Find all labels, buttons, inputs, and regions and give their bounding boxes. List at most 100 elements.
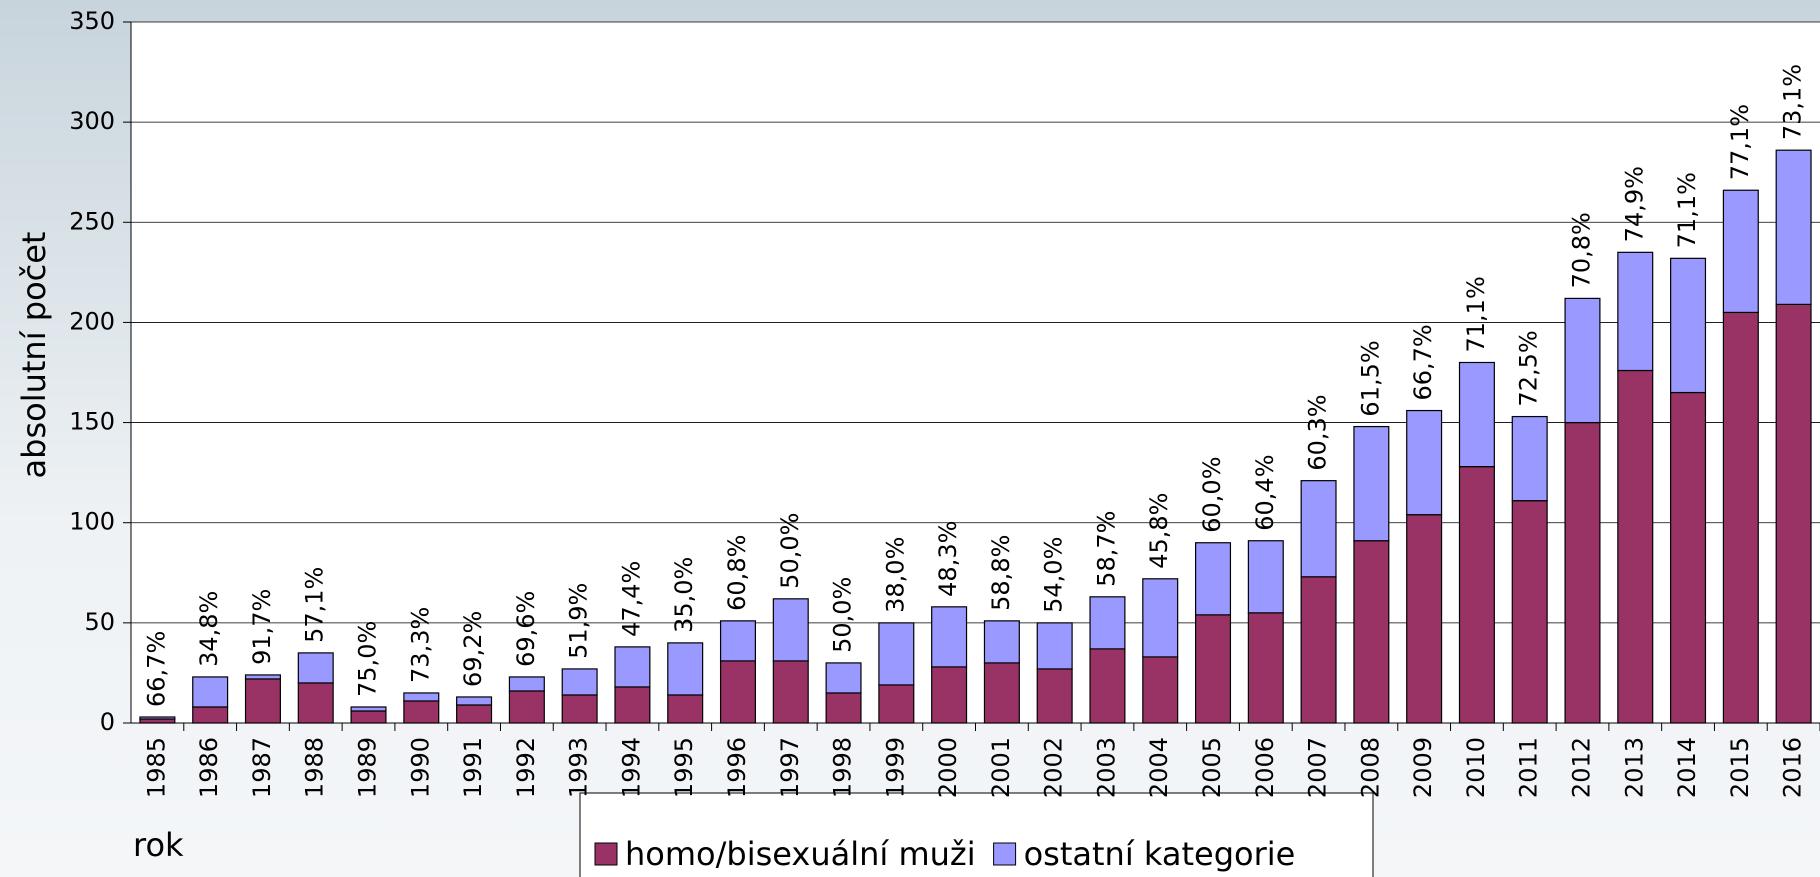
bar-segment <box>1617 369 1654 724</box>
percent-label: 45,8% <box>1145 493 1173 569</box>
bar-segment <box>561 694 598 724</box>
y-axis-label: absolutní počet <box>15 232 53 479</box>
bar-segment <box>772 660 809 724</box>
x-tick-label: 1985 <box>142 737 170 798</box>
x-tick-label: 1988 <box>301 737 329 798</box>
bar-segment <box>1564 297 1601 424</box>
x-tick-label: 1996 <box>723 737 751 798</box>
percent-label: 35,0% <box>670 557 698 633</box>
bar-segment <box>1194 614 1232 724</box>
percent-label: 73,3% <box>406 607 434 683</box>
percent-label: 60,4% <box>1251 454 1279 530</box>
bar-segment <box>772 598 809 662</box>
bar-segment <box>1300 576 1337 724</box>
bar-segment <box>139 716 176 720</box>
percent-label: 50,0% <box>829 577 857 653</box>
bar-segment <box>1564 421 1601 724</box>
y-tick-label: 250 <box>69 207 115 235</box>
x-tick-label: 1995 <box>670 737 698 798</box>
bar-segment <box>1775 149 1812 306</box>
bar-segment <box>1722 189 1759 314</box>
x-tick-label: 2009 <box>1409 737 1437 798</box>
bar-segment <box>825 692 862 724</box>
percent-label: 66,7% <box>1409 324 1437 400</box>
bar-segment <box>983 620 1020 664</box>
percent-label: 74,9% <box>1620 166 1648 242</box>
x-tick-label: 1997 <box>776 737 804 798</box>
bar-segment <box>1670 257 1707 394</box>
bar-segment <box>719 620 757 662</box>
bar-segment <box>1247 612 1284 724</box>
bar-segment <box>667 694 704 724</box>
bar-segment <box>1036 622 1073 670</box>
x-tick-label: 2007 <box>1304 737 1332 798</box>
bar-segment <box>825 662 862 694</box>
percent-label: 70,8% <box>1567 212 1595 288</box>
bar-segment <box>931 666 968 724</box>
bar-segment <box>1194 542 1232 616</box>
bar-segment <box>878 622 915 686</box>
x-tick-label: 1987 <box>248 737 276 798</box>
bar-segment <box>561 668 598 696</box>
percent-label: 72,5% <box>1515 330 1543 406</box>
bar-segment <box>1511 500 1548 724</box>
percent-label: 71,1% <box>1673 172 1701 248</box>
bar-segment <box>508 690 545 724</box>
bar-segment <box>350 710 387 724</box>
x-tick-label: 1990 <box>406 737 434 798</box>
legend <box>579 792 1374 877</box>
x-tick-label: 2005 <box>1198 737 1226 798</box>
percent-label: 58,7% <box>1092 511 1120 587</box>
bar-segment <box>1406 514 1443 724</box>
bar-segment <box>1617 251 1654 372</box>
percent-label: 54,0% <box>1040 537 1068 613</box>
bar-segment <box>983 662 1020 724</box>
x-tick-label: 2002 <box>1040 737 1068 798</box>
bar-segment <box>297 652 334 684</box>
x-tick-label: 2012 <box>1567 737 1595 798</box>
bar-segment <box>1722 311 1759 724</box>
legend-label: ostatní kategorie <box>1024 835 1296 873</box>
percent-label: 38,0% <box>881 537 909 613</box>
x-tick-label: 1998 <box>829 737 857 798</box>
bar-segment <box>192 706 229 724</box>
percent-label: 58,8% <box>987 535 1015 611</box>
bar-segment <box>1406 409 1443 516</box>
percent-label: 77,1% <box>1726 104 1754 180</box>
bar-segment <box>1353 425 1390 542</box>
percent-label: 47,4% <box>617 561 645 637</box>
percent-label: 73,1% <box>1779 64 1807 140</box>
legend-swatch <box>993 842 1017 866</box>
percent-label: 71,1% <box>1462 276 1490 352</box>
x-tick-label: 2004 <box>1145 737 1173 798</box>
percent-label: 69,2% <box>459 611 487 687</box>
percent-label: 50,0% <box>776 513 804 589</box>
y-tick-label: 100 <box>69 508 115 536</box>
x-tick-label: 2006 <box>1251 737 1279 798</box>
bar-segment <box>456 696 493 706</box>
percent-label: 61,5% <box>1356 340 1384 416</box>
percent-label: 57,1% <box>301 567 329 643</box>
x-tick-label: 2013 <box>1620 737 1648 798</box>
bar-segment <box>508 676 545 692</box>
x-tick-label: 2016 <box>1779 737 1807 798</box>
bar-segment <box>244 678 281 724</box>
y-tick-label: 0 <box>100 708 115 736</box>
percent-label: 66,7% <box>142 631 170 707</box>
bar-segment <box>350 706 387 712</box>
legend-label: homo/bisexuální muži <box>625 835 976 873</box>
bar-segment <box>1089 596 1126 650</box>
y-tick-label: 50 <box>84 608 115 636</box>
x-tick-label: 2001 <box>987 737 1015 798</box>
x-tick-label: 2010 <box>1462 737 1490 798</box>
x-tick-label: 1991 <box>459 737 487 798</box>
y-tick-label: 200 <box>69 307 115 335</box>
legend-swatch <box>594 842 618 866</box>
percent-label: 60,3% <box>1304 394 1332 470</box>
bar-segment <box>1458 466 1495 724</box>
bar-segment <box>403 692 440 702</box>
x-tick-label: 2015 <box>1726 737 1754 798</box>
bar-segment <box>192 676 229 708</box>
